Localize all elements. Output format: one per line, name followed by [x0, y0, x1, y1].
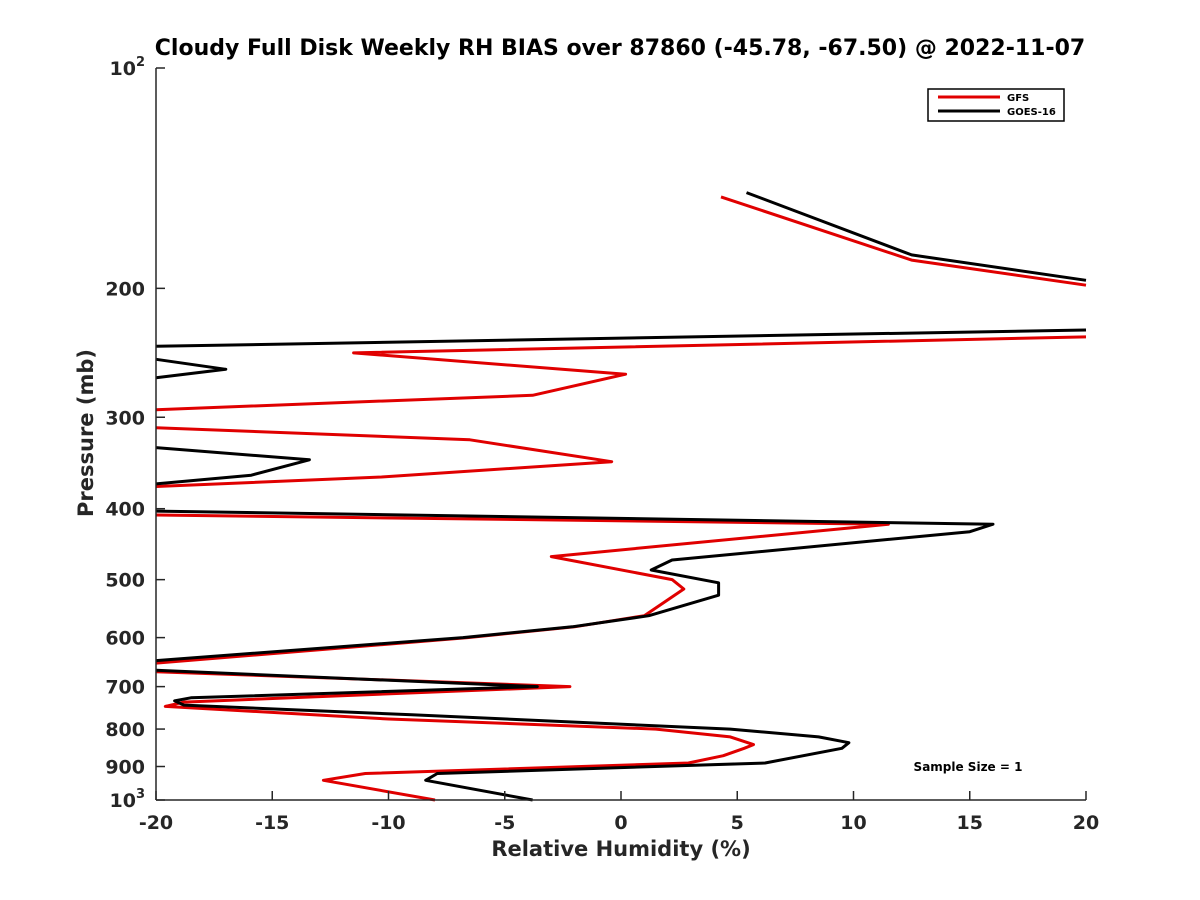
series-line-goes-16-segment-4 [155, 446, 311, 486]
y-tick-label: 200 [105, 278, 145, 300]
series-line-gfs-segment-3 [155, 426, 614, 488]
series-line-goes-16-segment-5 [155, 509, 995, 663]
series-line-goes-16-segment-2 [155, 328, 1087, 348]
x-tick-label: -10 [371, 812, 405, 834]
x-tick-label: -15 [255, 812, 289, 834]
legend: GFS GOES-16 [927, 88, 1065, 122]
y-tick-label: 700 [105, 677, 145, 699]
plot-area [155, 191, 1087, 802]
x-tick-label: 20 [1073, 812, 1099, 834]
y-tick-label: 600 [105, 628, 145, 650]
x-tick-label: 5 [731, 812, 744, 834]
y-tick-label: 500 [105, 570, 145, 592]
x-tick-label: -20 [139, 812, 173, 834]
legend-label-gfs: GFS [1007, 93, 1029, 104]
x-tick-label: 0 [614, 812, 627, 834]
legend-label-goes-16: GOES-16 [1007, 107, 1056, 118]
x-tick-label: -5 [494, 812, 515, 834]
chart-title: Cloudy Full Disk Weekly RH BIAS over 878… [155, 36, 1085, 61]
legend-box [927, 88, 1065, 122]
y-tick-label: 400 [105, 499, 145, 521]
x-tick-label: 10 [840, 812, 866, 834]
series-line-goes-16-segment-3 [155, 357, 228, 380]
x-axis-label: Relative Humidity (%) [491, 837, 750, 861]
sample-size-annotation: Sample Size = 1 [914, 760, 1023, 774]
y-tick-label: 900 [105, 757, 145, 779]
x-tick-label: 15 [957, 812, 983, 834]
axes: -20 -15 -10 -5 0 5 10 15 20 102 200 300 400 500 600 700… [105, 55, 1099, 834]
series-line-gfs-segment-1 [720, 195, 1087, 287]
series-line-goes-16-segment-1 [745, 191, 1087, 282]
y-tick-label: 800 [105, 719, 145, 741]
y-tick-label: 102 [110, 55, 146, 80]
y-axis-label: Pressure (mb) [74, 349, 98, 517]
y-tick-label: 300 [105, 407, 145, 429]
y-tick-label: 103 [110, 787, 146, 812]
series-line-gfs-segment-2 [155, 335, 1087, 412]
series-line-goes-16-segment-6 [155, 668, 851, 802]
